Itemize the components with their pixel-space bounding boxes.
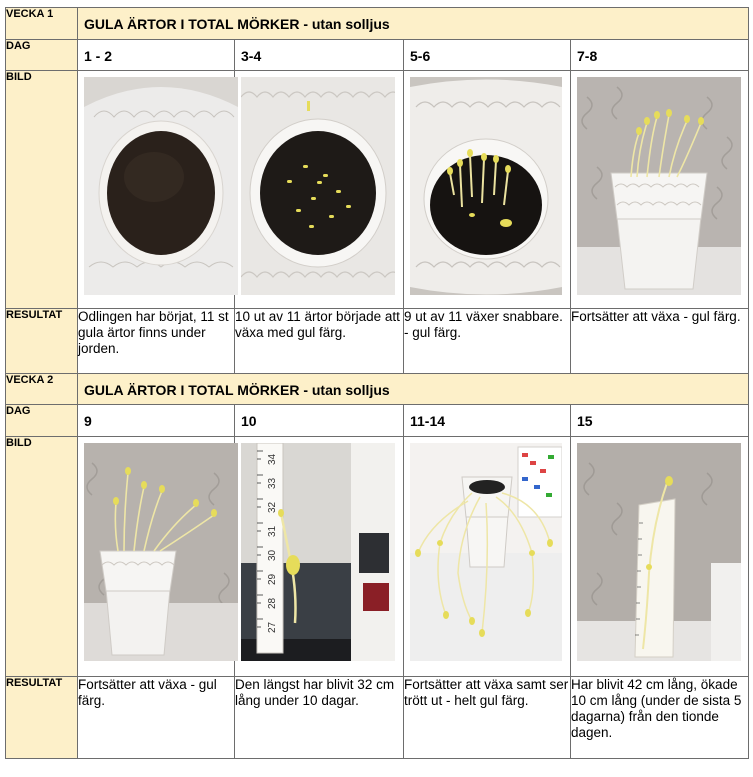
photo-day-15	[577, 443, 741, 661]
week-2-result-row: RESULTAT Fortsätter att växa - gul färg.…	[5, 676, 750, 759]
week-1-image-label: BILD	[5, 70, 78, 309]
photo-day-3-4	[241, 77, 395, 295]
week-1-result-1: Odlingen har börjat, 11 st gula ärtor fi…	[77, 308, 235, 374]
ruler-number: 30	[267, 549, 278, 561]
photo-day-9	[84, 443, 238, 661]
week-1-header-row: VECKA 1 GULA ÄRTOR I TOTAL MÖRKER - utan…	[5, 7, 750, 40]
week-2-result-4: Har blivit 42 cm lång, ökade 10 cm lång …	[569, 676, 750, 759]
photo-day-10: 34 33 32 31 30 29 28 27	[241, 443, 395, 661]
week-1-label: VECKA 1	[5, 7, 78, 40]
week-2-image-row: BILD	[5, 436, 750, 677]
week-2-day-2: 10	[234, 404, 404, 437]
photo-day-1-2	[84, 77, 238, 295]
week-1-result-label: RESULTAT	[5, 308, 78, 374]
week-1-day-3: 5-6	[403, 39, 571, 71]
week-1-day-1: 1 - 2	[77, 39, 235, 71]
pea-growth-table: VECKA 1 GULA ÄRTOR I TOTAL MÖRKER - utan…	[5, 7, 750, 759]
week-2-title: GULA ÄRTOR I TOTAL MÖRKER - utan solljus	[76, 373, 750, 405]
ruler-number: 27	[267, 621, 278, 633]
photo-day-7-8	[577, 77, 741, 295]
week-1-day-2: 3-4	[234, 39, 404, 71]
week-1-day-4: 7-8	[569, 39, 750, 71]
week-1-title: GULA ÄRTOR I TOTAL MÖRKER - utan solljus	[76, 7, 750, 40]
week-1-image-row: BILD	[5, 70, 750, 309]
week-1-result-4: Fortsätter att växa - gul färg.	[569, 308, 750, 374]
week-2-day-4: 15	[569, 404, 750, 437]
week-1-result-2: 10 ut av 11 ärtor började att växa med g…	[234, 308, 404, 374]
week-1-result-3: 9 ut av 11 växer snabbare. - gul färg.	[403, 308, 571, 374]
week-2-header-row: VECKA 2 GULA ÄRTOR I TOTAL MÖRKER - utan…	[5, 373, 750, 405]
ruler-number: 32	[267, 501, 278, 513]
week-2-day-label: DAG	[5, 404, 78, 437]
week-2-result-label: RESULTAT	[5, 676, 78, 759]
week-2-label: VECKA 2	[5, 373, 78, 405]
photo-day-5-6	[410, 77, 562, 295]
photo-day-11-14	[410, 443, 562, 661]
week-2-image-label: BILD	[5, 436, 78, 677]
ruler-number: 33	[267, 477, 278, 489]
week-2-day-row: DAG 9 10 11-14 15	[5, 404, 750, 437]
week-2-result-3: Fortsätter att växa samt ser trött ut - …	[403, 676, 571, 759]
observation-table: VECKA 1 GULA ÄRTOR I TOTAL MÖRKER - utan…	[5, 7, 750, 759]
ruler-number: 34	[267, 453, 278, 465]
week-2-result-2: Den längst har blivit 32 cm lång under 1…	[234, 676, 404, 759]
week-1-day-row: DAG 1 - 2 3-4 5-6 7-8	[5, 39, 750, 71]
week-2-day-3: 11-14	[403, 404, 571, 437]
ruler-number: 29	[267, 573, 278, 585]
week-2-result-1: Fortsätter att växa - gul färg.	[77, 676, 235, 759]
week-2-day-1: 9	[77, 404, 235, 437]
ruler-number: 28	[267, 597, 278, 609]
week-1-result-row: RESULTAT Odlingen har börjat, 11 st gula…	[5, 308, 750, 374]
week-1-day-label: DAG	[5, 39, 78, 71]
ruler-number: 31	[267, 525, 278, 537]
